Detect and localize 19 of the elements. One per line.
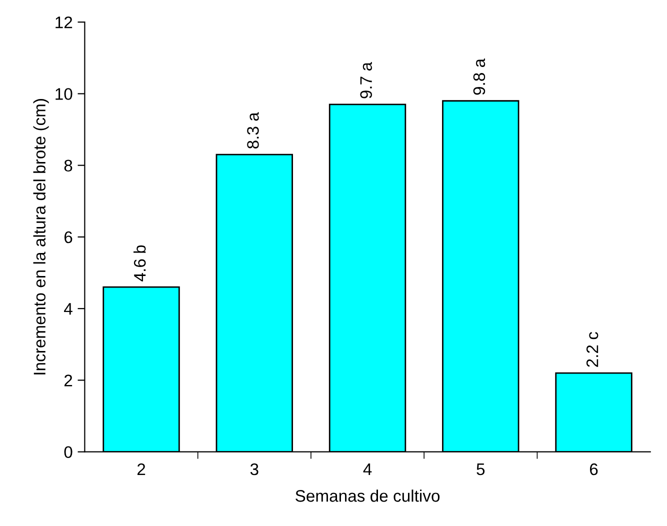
y-tick-label: 12 <box>56 16 72 28</box>
y-tick-label: 2 <box>64 374 72 386</box>
y-tick-label: 6 <box>64 231 72 244</box>
x-tick-label: 3 <box>250 463 258 476</box>
data-label: 8.3 a <box>247 112 259 148</box>
y-axis-title: Incremento en la altura del brote (cm) <box>33 99 49 374</box>
x-tick-label: 5 <box>476 464 485 476</box>
y-tick-label: 4 <box>64 303 72 315</box>
x-tick-label: 4 <box>363 464 372 476</box>
data-label: 9.7 a <box>360 62 372 98</box>
x-axis-title: Semanas de cultivo <box>296 490 440 502</box>
x-tick-label: 2 <box>137 463 146 476</box>
y-tick-label: 8 <box>64 160 72 172</box>
x-tick-label: 6 <box>590 463 598 476</box>
data-label: 2.2 c <box>586 332 598 367</box>
data-label: 4.6 b <box>134 245 146 282</box>
y-tick-label: 0 <box>64 446 72 458</box>
data-label: 9.8 a <box>473 58 486 95</box>
y-tick-label: 10 <box>56 88 72 100</box>
